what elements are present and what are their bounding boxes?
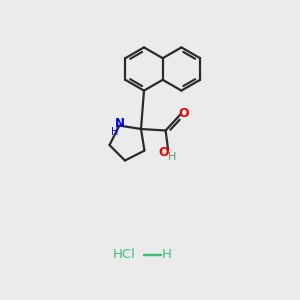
- Text: N: N: [114, 117, 124, 130]
- Text: O: O: [178, 107, 189, 120]
- Text: H: H: [111, 127, 118, 136]
- Text: H: H: [162, 248, 171, 262]
- Text: HCl: HCl: [113, 248, 136, 262]
- Text: H: H: [168, 152, 177, 162]
- Text: O: O: [159, 146, 170, 159]
